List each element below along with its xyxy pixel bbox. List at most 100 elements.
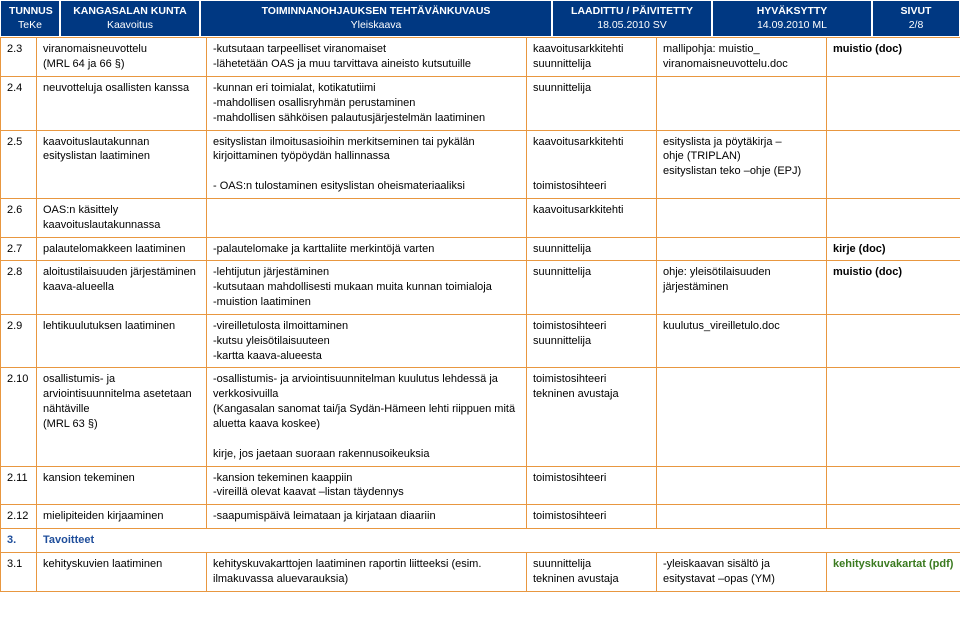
row-task: OAS:n käsittely kaavoituslautakunnassa <box>37 198 207 237</box>
row-id: 2.5 <box>1 130 37 198</box>
row-resp: suunnittelija <box>527 76 657 130</box>
header-kunta: KANGASALAN KUNTA Kaavoitus <box>60 0 200 37</box>
row-desc: esityslistan ilmoitusasioihin merkitsemi… <box>207 130 527 198</box>
row-ref <box>657 368 827 466</box>
table-row: 2.12mielipiteiden kirjaaminen-saapumispä… <box>1 505 960 529</box>
row-out <box>827 130 960 198</box>
row-out <box>827 76 960 130</box>
row-id: 2.6 <box>1 198 37 237</box>
row-desc: kehityskuvakarttojen laatiminen raportin… <box>207 552 527 591</box>
row-desc: -lehtijutun järjestäminen -kutsutaan mah… <box>207 261 527 315</box>
row-task: kehityskuvien laatiminen <box>37 552 207 591</box>
header-title-sub: Yleiskaava <box>209 19 543 33</box>
row-ref <box>657 237 827 261</box>
row-id: 2.7 <box>1 237 37 261</box>
row-id: 2.10 <box>1 368 37 466</box>
header-sivut-sub: 2/8 <box>881 19 951 33</box>
row-desc: -palautelomake ja karttaliite merkintöjä… <box>207 237 527 261</box>
row-desc: -kansion tekeminen kaappiin -vireillä ol… <box>207 466 527 505</box>
row-out <box>827 466 960 505</box>
table-row: 2.10osallistumis- ja arviointisuunnitelm… <box>1 368 960 466</box>
row-task: viranomaisneuvottelu (MRL 64 ja 66 §) <box>37 38 207 77</box>
table-row: 2.11kansion tekeminen-kansion tekeminen … <box>1 466 960 505</box>
header-hyvaksytty: HYVÄKSYTTY 14.09.2010 ML <box>712 0 872 37</box>
row-desc: -vireilletulosta ilmoittaminen -kutsu yl… <box>207 314 527 368</box>
row-out: kehityskuvakartat (pdf) <box>827 552 960 591</box>
row-desc: -kunnan eri toimialat, kotikatutiimi -ma… <box>207 76 527 130</box>
header-laadittu-top: LAADITTU / PÄIVITETTY <box>571 5 693 17</box>
row-out: kirje (doc) <box>827 237 960 261</box>
row-id: 2.4 <box>1 76 37 130</box>
row-resp: kaavoitusarkkitehti toimistosihteeri <box>527 130 657 198</box>
task-table: 2.3viranomaisneuvottelu (MRL 64 ja 66 §)… <box>0 37 960 591</box>
header-tunnus-sub: TeKe <box>9 19 51 33</box>
row-ref: kuulutus_vireilletulo.doc <box>657 314 827 368</box>
row-id: 2.9 <box>1 314 37 368</box>
section-title: Tavoitteet <box>37 529 960 553</box>
row-ref <box>657 76 827 130</box>
table-row: 2.9lehtikuulutuksen laatiminen-vireillet… <box>1 314 960 368</box>
row-task: palautelomakkeen laatiminen <box>37 237 207 261</box>
row-desc: -osallistumis- ja arviointisuunnitelman … <box>207 368 527 466</box>
row-resp: toimistosihteeri tekninen avustaja <box>527 368 657 466</box>
table-row: 2.7palautelomakkeen laatiminen-palautelo… <box>1 237 960 261</box>
row-out: muistio (doc) <box>827 261 960 315</box>
row-ref <box>657 466 827 505</box>
row-resp: suunnittelija tekninen avustaja <box>527 552 657 591</box>
table-row: 2.5kaavoituslautakunnan esityslistan laa… <box>1 130 960 198</box>
row-id: 3.1 <box>1 552 37 591</box>
table-row: 2.4neuvotteluja osallisten kanssa-kunnan… <box>1 76 960 130</box>
header-sivut: SIVUT 2/8 <box>872 0 960 37</box>
row-task: mielipiteiden kirjaaminen <box>37 505 207 529</box>
row-out <box>827 314 960 368</box>
row-task: kansion tekeminen <box>37 466 207 505</box>
row-task: lehtikuulutuksen laatiminen <box>37 314 207 368</box>
row-ref <box>657 505 827 529</box>
row-resp: toimistosihteeri suunnittelija <box>527 314 657 368</box>
header-laadittu-sub: 18.05.2010 SV <box>561 19 703 33</box>
row-ref: esityslista ja pöytäkirja – ohje (TRIPLA… <box>657 130 827 198</box>
header-kunta-sub: Kaavoitus <box>69 19 191 33</box>
row-resp: kaavoitusarkkitehti <box>527 198 657 237</box>
row-out <box>827 505 960 529</box>
table-row: 2.8aloitustilaisuuden järjestäminen kaav… <box>1 261 960 315</box>
row-ref: ohje: yleisötilaisuuden järjestäminen <box>657 261 827 315</box>
table-row: 2.3viranomaisneuvottelu (MRL 64 ja 66 §)… <box>1 38 960 77</box>
header-kunta-top: KANGASALAN KUNTA <box>73 5 187 17</box>
header-tunnus-top: TUNNUS <box>9 5 53 17</box>
row-id: 2.11 <box>1 466 37 505</box>
section-row: 3.Tavoitteet <box>1 529 960 553</box>
row-task: aloitustilaisuuden järjestäminen kaava-a… <box>37 261 207 315</box>
row-resp: toimistosihteeri <box>527 466 657 505</box>
row-id: 2.12 <box>1 505 37 529</box>
row-ref <box>657 198 827 237</box>
header-tunnus: TUNNUS TeKe <box>0 0 60 37</box>
header-title-top: TOIMINNANOHJAUKSEN TEHTÄVÄNKUVAUS <box>262 5 491 17</box>
row-out: muistio (doc) <box>827 38 960 77</box>
row-ref: mallipohja: muistio_ viranomaisneuvottel… <box>657 38 827 77</box>
row-resp: kaavoitusarkkitehti suunnittelija <box>527 38 657 77</box>
row-id: 2.8 <box>1 261 37 315</box>
row-desc: -kutsutaan tarpeelliset viranomaiset -lä… <box>207 38 527 77</box>
header-bar: TUNNUS TeKe KANGASALAN KUNTA Kaavoitus T… <box>0 0 960 37</box>
row-ref: -yleiskaavan sisältö ja esitystavat –opa… <box>657 552 827 591</box>
header-sivut-top: SIVUT <box>901 5 932 17</box>
row-desc <box>207 198 527 237</box>
row-resp: suunnittelija <box>527 261 657 315</box>
table-row: 2.6OAS:n käsittely kaavoituslautakunnass… <box>1 198 960 237</box>
header-laadittu: LAADITTU / PÄIVITETTY 18.05.2010 SV <box>552 0 712 37</box>
row-out <box>827 368 960 466</box>
table-row: 3.1kehityskuvien laatiminenkehityskuvaka… <box>1 552 960 591</box>
row-task: osallistumis- ja arviointisuunnitelma as… <box>37 368 207 466</box>
row-id: 2.3 <box>1 38 37 77</box>
row-resp: suunnittelija <box>527 237 657 261</box>
row-task: neuvotteluja osallisten kanssa <box>37 76 207 130</box>
row-desc: -saapumispäivä leimataan ja kirjataan di… <box>207 505 527 529</box>
header-title: TOIMINNANOHJAUKSEN TEHTÄVÄNKUVAUS Yleisk… <box>200 0 552 37</box>
row-out <box>827 198 960 237</box>
row-resp: toimistosihteeri <box>527 505 657 529</box>
section-num: 3. <box>1 529 37 553</box>
row-task: kaavoituslautakunnan esityslistan laatim… <box>37 130 207 198</box>
header-hyvaksytty-top: HYVÄKSYTTY <box>757 5 828 17</box>
header-hyvaksytty-sub: 14.09.2010 ML <box>721 19 863 33</box>
